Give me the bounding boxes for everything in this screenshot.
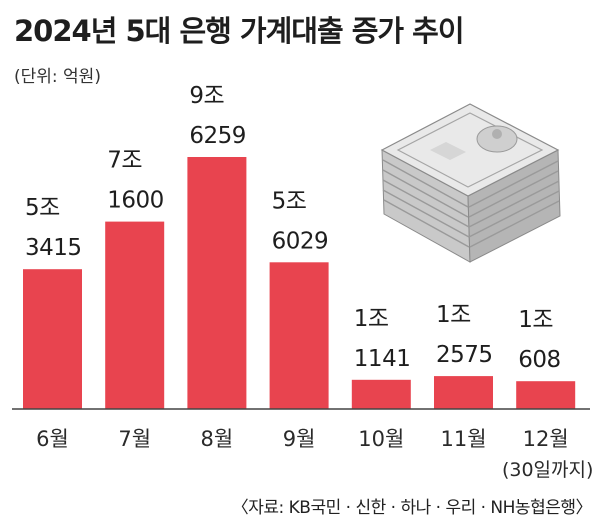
unit-note: (단위: 억원) <box>14 67 101 87</box>
bar-value-label: 1600 <box>107 188 164 214</box>
x-tick-note: (30일까지) <box>502 459 593 481</box>
bar-value-label: 3415 <box>25 235 82 261</box>
bar-value-label: 608 <box>518 347 560 373</box>
bar-7 <box>516 381 576 409</box>
x-tick-label: 11월 <box>440 427 486 451</box>
bar-value-label: 1조 <box>354 306 389 332</box>
source-note: 〈자료: KB국민 · 신한 · 하나 · 우리 · NH농협은행〉 <box>231 498 593 518</box>
bar-2 <box>105 221 165 409</box>
bar-value-label: 1조 <box>518 307 553 333</box>
x-tick-label: 7월 <box>118 427 151 451</box>
x-tick-label: 10월 <box>358 427 404 451</box>
x-tick-label: 6월 <box>36 427 69 451</box>
x-tick-label: 12월 <box>523 427 569 451</box>
bar-value-label: 2575 <box>436 342 493 368</box>
bars-group <box>23 157 576 409</box>
x-tick-label: 9월 <box>283 427 316 451</box>
x-tick-label: 8월 <box>201 427 234 451</box>
bar-6 <box>434 376 493 409</box>
x-tick-labels-group: 6월 7월 8월 9월 10월 11월 12월 (30일까지) <box>36 427 593 481</box>
value-labels-group: 5조 3415 7조 1600 9조 6259 5조 6029 1조 1141 1조 2575 1조 60… <box>25 83 561 373</box>
bar-value-label: 7조 <box>107 148 142 174</box>
bar-value-label: 1조 <box>436 302 471 328</box>
bar-value-label: 9조 <box>189 83 224 109</box>
bar-4 <box>269 262 329 409</box>
bar-value-label: 6259 <box>189 123 246 149</box>
bar-value-label: 5조 <box>272 188 307 214</box>
bar-value-label: 1141 <box>354 346 411 372</box>
bar-5 <box>351 379 411 409</box>
bar-1 <box>23 269 82 409</box>
bar-3 <box>187 157 247 409</box>
bar-value-label: 5조 <box>25 195 60 221</box>
money-stack-icon <box>380 103 561 263</box>
chart-title: 2024년 5대 은행 가계대출 증가 추이 <box>14 14 465 48</box>
bar-value-label: 6029 <box>272 228 329 254</box>
